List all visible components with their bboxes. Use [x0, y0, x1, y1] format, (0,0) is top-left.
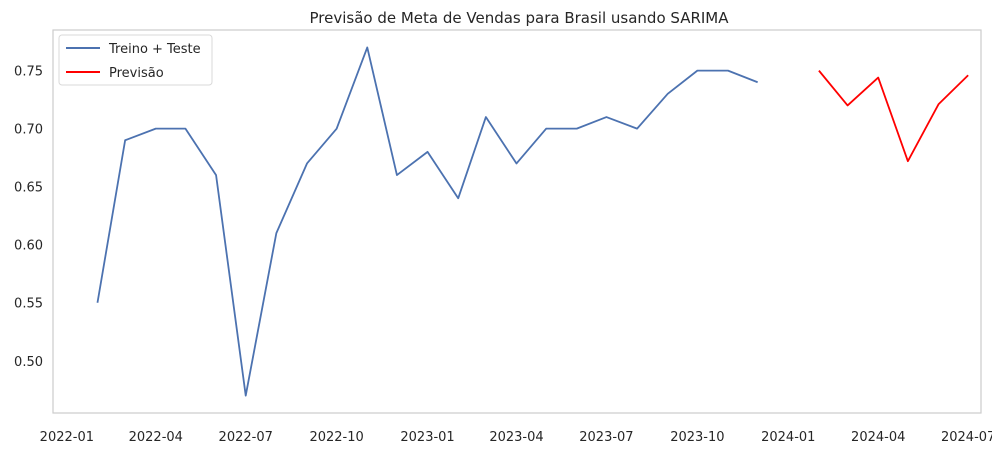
x-tick-label: 2023-01	[400, 430, 454, 445]
chart-title: Previsão de Meta de Vendas para Brasil u…	[309, 9, 729, 27]
y-tick-label: 0.60	[14, 239, 43, 254]
x-tick-label: 2022-04	[129, 430, 183, 445]
y-tick-label: 0.65	[14, 181, 43, 196]
y-tick-label: 0.50	[14, 355, 43, 370]
series-line-treino-teste	[96, 46, 758, 397]
legend-label-treino-teste: Treino + Teste	[108, 42, 201, 57]
x-tick-label: 2022-01	[40, 430, 94, 445]
x-tick-label: 2024-01	[761, 430, 815, 445]
x-tick-label: 2024-07	[941, 430, 992, 445]
y-tick-label: 0.55	[14, 297, 43, 312]
plot-area	[52, 29, 982, 414]
series-line-previsao	[818, 70, 969, 163]
x-tick-label: 2024-04	[851, 430, 905, 445]
x-tick-label: 2023-10	[670, 430, 724, 445]
x-tick-label: 2023-04	[489, 430, 543, 445]
x-tick-label: 2022-10	[309, 430, 363, 445]
y-tick-label: 0.70	[14, 123, 43, 138]
x-tick-label: 2022-07	[219, 430, 273, 445]
y-tick-label: 0.75	[14, 65, 43, 80]
x-tick-label: 2023-07	[579, 430, 633, 445]
legend: Treino + Teste Previsão	[58, 34, 213, 86]
legend-label-previsao: Previsão	[109, 66, 164, 81]
